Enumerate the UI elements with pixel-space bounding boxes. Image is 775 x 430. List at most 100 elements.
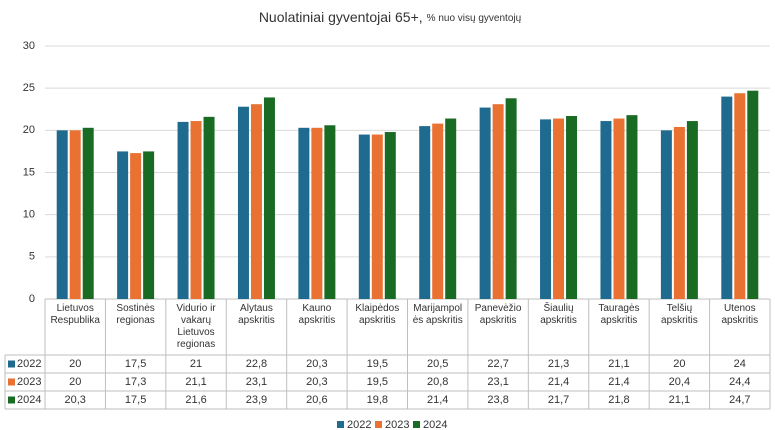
table-value: 20,6 — [306, 394, 327, 406]
y-tick-label: 15 — [23, 166, 35, 178]
table-value: 20,8 — [427, 376, 448, 388]
table-value: 20,3 — [306, 376, 327, 388]
bar — [734, 93, 746, 299]
category-label: Klaipėdos apskritis — [355, 303, 400, 326]
category-label: Utenos apskritis — [721, 303, 759, 326]
legend-swatch — [8, 378, 15, 386]
category-label: Tauragės apskritis — [598, 303, 640, 326]
table-value: 20 — [69, 376, 81, 388]
bar — [686, 121, 698, 299]
legend-swatch — [8, 396, 15, 404]
y-tick-label: 5 — [29, 251, 35, 263]
legend-label: 2024 — [423, 419, 447, 430]
bar — [479, 107, 491, 300]
y-tick-label: 10 — [23, 209, 35, 221]
chart-subtitle: % nuo visų gyventojų — [427, 13, 522, 24]
table-value: 22,8 — [246, 358, 267, 370]
table-value: 21,1 — [669, 394, 690, 406]
row-header: 2023 — [17, 376, 41, 388]
table-value: 21 — [190, 358, 202, 370]
bar — [56, 130, 68, 299]
chart-title: Nuolatiniai gyventojai 65+, — [259, 9, 423, 25]
bar — [117, 151, 129, 299]
table-value: 21,4 — [608, 376, 629, 388]
bar — [432, 123, 444, 299]
table-value: 19,8 — [367, 394, 388, 406]
table-value: 21,1 — [608, 358, 629, 370]
bar — [553, 118, 565, 299]
bar — [371, 134, 383, 299]
bar — [492, 104, 504, 299]
bar — [505, 98, 517, 299]
legend-swatch — [375, 421, 382, 428]
bar — [721, 96, 733, 299]
table-value: 17,5 — [125, 358, 146, 370]
table-value: 24,7 — [729, 394, 750, 406]
table-value: 21,1 — [185, 376, 206, 388]
category-label: Panevėžio apskritis — [474, 303, 522, 326]
bar — [311, 127, 323, 299]
bar — [540, 119, 552, 300]
bar — [613, 118, 625, 299]
table-value: 21,3 — [548, 358, 569, 370]
category-label: Alytaus apskritis — [238, 303, 275, 326]
bar — [143, 151, 155, 299]
bar — [203, 116, 215, 299]
table-value: 20,3 — [64, 394, 85, 406]
table-value: 17,5 — [125, 394, 146, 406]
category-label: Sostinės regionas — [116, 303, 155, 326]
table-value: 20,4 — [669, 376, 690, 388]
table-value: 20 — [69, 358, 81, 370]
table-value: 23,8 — [487, 394, 508, 406]
table-value: 21,7 — [548, 394, 569, 406]
bar — [600, 121, 612, 299]
bar — [298, 127, 310, 299]
table-value: 19,5 — [367, 376, 388, 388]
bar — [82, 127, 94, 299]
table-value: 23,1 — [246, 376, 267, 388]
bar — [747, 90, 759, 300]
table-value: 20,5 — [427, 358, 448, 370]
table-value: 20 — [673, 358, 685, 370]
bar — [237, 106, 249, 299]
bar — [419, 126, 431, 299]
table-value: 22,7 — [487, 358, 508, 370]
table-value: 21,4 — [548, 376, 569, 388]
y-tick-label: 30 — [23, 40, 35, 52]
legend-label: 2022 — [347, 419, 371, 430]
category-label: Šiaulių apskritis — [540, 303, 577, 326]
table-value: 20,3 — [306, 358, 327, 370]
row-header: 2022 — [17, 358, 41, 370]
bar — [324, 125, 336, 299]
bar — [358, 134, 370, 299]
legend-swatch — [413, 421, 420, 428]
legend-swatch — [8, 360, 15, 368]
table-value: 23,9 — [246, 394, 267, 406]
category-label: Vidurio ir vakarų Lietuvos regionas — [176, 303, 216, 350]
table-value: 24 — [734, 358, 746, 370]
bar — [660, 130, 672, 299]
bar — [445, 118, 457, 299]
bar — [626, 115, 638, 299]
table-value: 23,1 — [487, 376, 508, 388]
category-label: Marijampolės apskritis — [412, 303, 463, 326]
category-label: Lietuvos Respublika — [50, 303, 100, 326]
table-value: 19,5 — [367, 358, 388, 370]
chart-title-group: Nuolatiniai gyventojai 65+, % nuo visų gy… — [259, 9, 522, 25]
table-value: 24,4 — [729, 376, 750, 388]
table-value: 21,4 — [427, 394, 448, 406]
bar — [673, 126, 685, 300]
category-label: Telšių apskritis — [661, 303, 698, 326]
y-tick-label: 0 — [29, 293, 35, 305]
y-tick-label: 20 — [23, 124, 35, 136]
table-value: 17,3 — [125, 376, 146, 388]
bar — [566, 115, 578, 299]
legend-label: 2023 — [385, 419, 409, 430]
bar — [384, 132, 396, 299]
legend-swatch — [337, 421, 344, 428]
y-tick-label: 25 — [23, 82, 35, 94]
category-label: Kauno apskritis — [298, 303, 336, 326]
bar — [69, 130, 81, 299]
